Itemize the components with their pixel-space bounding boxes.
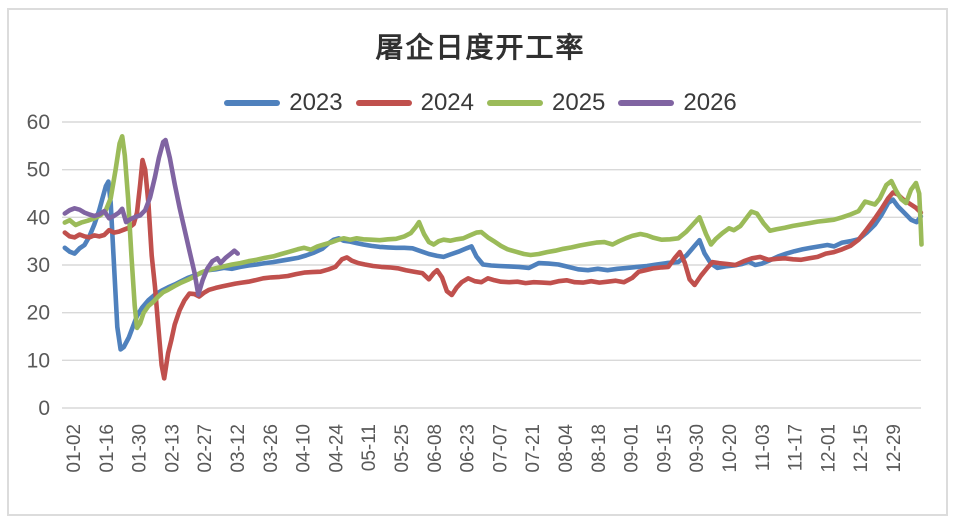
x-tick-label-07-21: 07-21	[523, 424, 544, 473]
legend-swatch-2024	[355, 100, 412, 106]
x-tick-label-03-12: 03-12	[228, 424, 249, 473]
y-tick-label-40: 40	[27, 206, 50, 229]
series-line-2024	[62, 157, 924, 381]
legend-item-2023: 2023	[224, 89, 343, 116]
x-tick-label-05-11: 05-11	[359, 424, 380, 471]
chart-frame	[7, 8, 948, 516]
x-tick-label-11-17: 11-17	[786, 424, 807, 471]
x-tick-label-07-07: 07-07	[490, 424, 511, 473]
x-tick-label-12-01: 12-01	[818, 424, 839, 473]
x-tick-label-10-20: 10-20	[720, 424, 741, 473]
legend-swatch-2026	[618, 100, 675, 106]
chart-title: 屠企日度开工率	[375, 31, 586, 64]
x-tick-label-04-24: 04-24	[326, 424, 347, 473]
x-tick-label-09-30: 09-30	[687, 424, 708, 473]
x-tick-label-01-16: 01-16	[97, 424, 118, 473]
x-tick-label-06-23: 06-23	[458, 424, 479, 473]
legend-item-2025: 2025	[487, 91, 605, 115]
x-tick-label-04-10: 04-10	[294, 424, 315, 473]
x-tick-label-12-15: 12-15	[851, 424, 872, 473]
legend-item-2026: 2026	[618, 89, 737, 116]
legend-swatch-2023	[224, 100, 281, 106]
y-tick-label-30: 30	[27, 254, 50, 277]
x-tick-label-02-27: 02-27	[195, 424, 216, 473]
x-tick-label-09-01: 09-01	[622, 424, 643, 473]
x-tick-label-11-03: 11-03	[753, 424, 774, 471]
legend-swatch-2025	[487, 100, 543, 106]
legend-item-2024: 2024	[355, 89, 474, 116]
legend-label-2024: 2024	[420, 89, 474, 116]
y-tick-label-60: 60	[27, 111, 50, 134]
legend-label-2025: 2025	[552, 89, 606, 116]
x-tick-label-08-04: 08-04	[556, 424, 577, 473]
x-tick-label-09-15: 09-15	[654, 424, 675, 473]
y-tick-label-20: 20	[27, 302, 50, 325]
x-tick-label-03-26: 03-26	[261, 424, 282, 473]
x-tick-label-06-08: 06-08	[425, 424, 446, 473]
y-tick-label-50: 50	[27, 159, 50, 182]
x-tick-label-01-02: 01-02	[64, 424, 85, 473]
x-tick-label-01-30: 01-30	[130, 424, 151, 473]
x-tick-label-12-29: 12-29	[884, 424, 905, 473]
legend-label-2023: 2023	[289, 89, 343, 116]
series-line-2026	[62, 137, 240, 297]
x-tick-label-05-25: 05-25	[392, 424, 413, 473]
legend: 2023 2024 2025 2026	[0, 91, 961, 115]
legend-label-2026: 2026	[683, 89, 737, 116]
x-tick-label-02-13: 02-13	[162, 424, 183, 473]
series-line-2025	[62, 134, 924, 331]
y-tick-label-0: 0	[38, 397, 50, 420]
x-tick-label-08-18: 08-18	[589, 424, 610, 473]
y-tick-label-10: 10	[27, 349, 50, 372]
